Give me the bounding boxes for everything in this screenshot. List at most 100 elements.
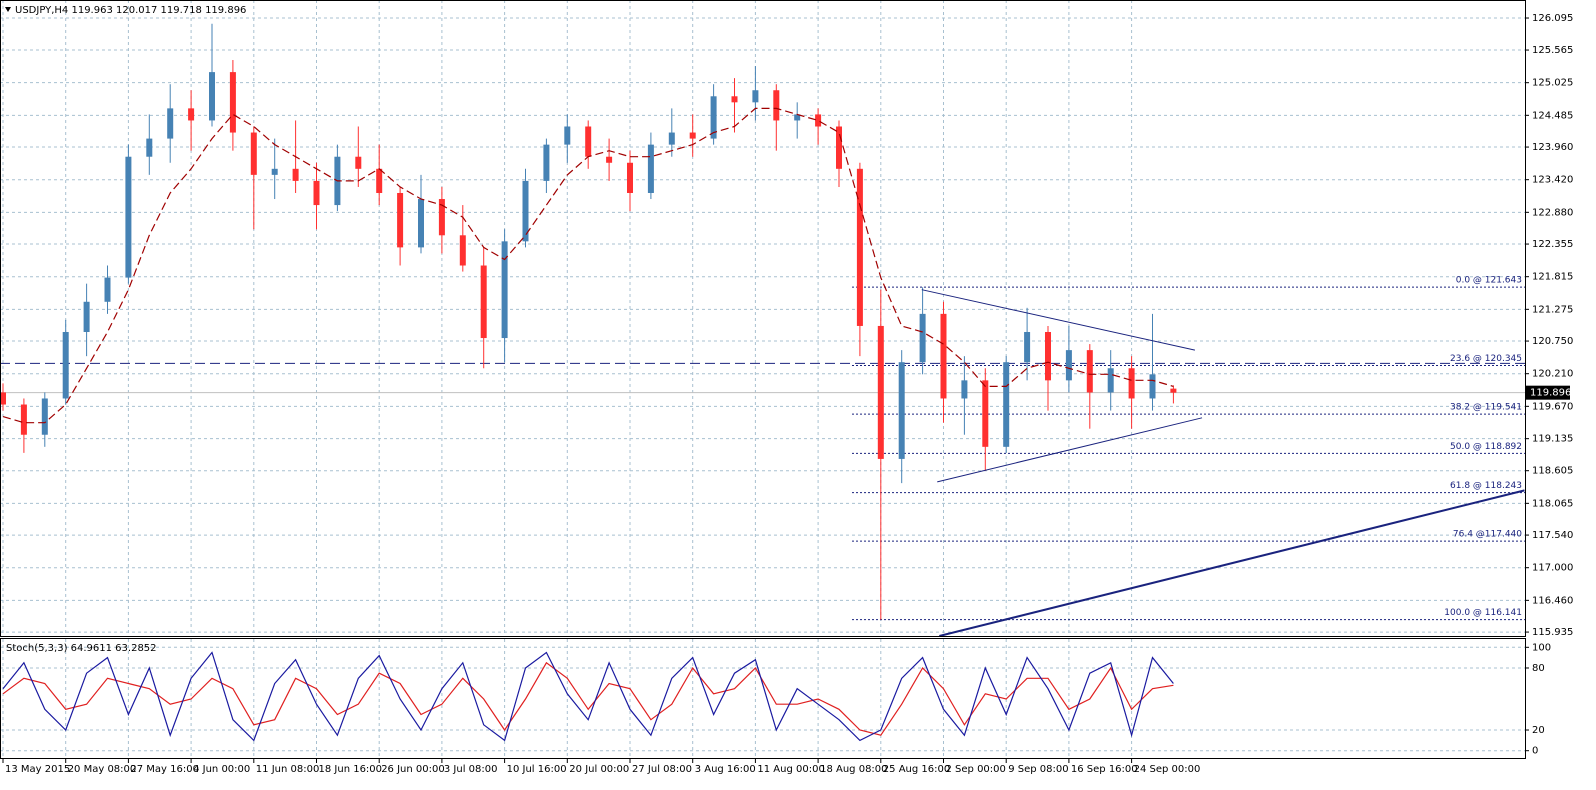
y-tick-label: 119.135 bbox=[1532, 434, 1573, 445]
main-panel-border bbox=[0, 0, 1526, 637]
x-tick-label: 27 May 16:00 bbox=[130, 764, 199, 775]
x-tick-label: 18 Aug 08:00 bbox=[820, 764, 887, 775]
chart-title: USDJPY,H4 119.963 120.017 119.718 119.89… bbox=[15, 5, 246, 16]
y-tick-label: 119.670 bbox=[1532, 401, 1573, 412]
last-price-box bbox=[1526, 385, 1570, 400]
candle-body bbox=[1170, 388, 1177, 393]
candle-body bbox=[438, 199, 445, 236]
candle-body bbox=[355, 156, 362, 169]
candle-body bbox=[919, 313, 926, 363]
y-tick-label: 116.460 bbox=[1532, 595, 1573, 606]
candle-body bbox=[815, 114, 822, 127]
x-tick-label: 26 Jun 00:00 bbox=[381, 764, 445, 775]
stoch-title: Stoch(5,3,3) 64.9611 63.2852 bbox=[6, 643, 157, 654]
y-tick-label: 117.540 bbox=[1532, 530, 1573, 541]
candle-body bbox=[585, 126, 592, 157]
fib-label: 61.8 @ 118.243 bbox=[1450, 481, 1522, 491]
candle-body bbox=[961, 380, 968, 399]
candle-body bbox=[898, 362, 905, 459]
y-tick-label: 125.565 bbox=[1532, 45, 1573, 56]
stoch-main bbox=[2, 651, 1174, 742]
y-tick-label: 115.935 bbox=[1532, 627, 1573, 638]
y-tick-label: 122.355 bbox=[1532, 239, 1573, 250]
y-tick-label: 123.960 bbox=[1532, 142, 1573, 153]
candle-body bbox=[731, 96, 738, 103]
fib-label: 38.2 @ 119.541 bbox=[1450, 403, 1522, 413]
fib-label: 50.0 @ 118.892 bbox=[1450, 442, 1522, 452]
x-tick-label: 20 Jul 00:00 bbox=[569, 764, 629, 775]
plot-layer: 0.0 @ 121.643 23.6 @ 120.345 38.2 @ 119.54… bbox=[0, 0, 1525, 758]
trendline bbox=[921, 289, 1196, 351]
trendline bbox=[939, 489, 1525, 637]
candle-body bbox=[710, 96, 717, 139]
stoch-y-tick-label: 20 bbox=[1532, 725, 1545, 736]
menu-icon bbox=[5, 7, 11, 12]
candle-body bbox=[418, 199, 424, 248]
candle-body bbox=[877, 325, 884, 459]
candle-body bbox=[522, 180, 529, 242]
candle-body bbox=[313, 180, 320, 206]
x-tick-label: 3 Aug 16:00 bbox=[695, 764, 756, 775]
stoch-y-tick-label: 100 bbox=[1532, 642, 1551, 653]
candle-body bbox=[1107, 368, 1114, 393]
candle-body bbox=[606, 156, 613, 163]
y-tick-label: 121.275 bbox=[1532, 304, 1573, 315]
candle-body bbox=[229, 72, 236, 133]
candle-body bbox=[1003, 362, 1010, 447]
candle-body bbox=[146, 138, 153, 157]
stoch-signal bbox=[2, 661, 1174, 736]
candle-body bbox=[543, 144, 550, 181]
y-tick-label: 123.420 bbox=[1532, 175, 1573, 186]
x-tick-label: 13 May 2015 bbox=[5, 764, 70, 775]
candle-body bbox=[1128, 368, 1135, 399]
candle-body bbox=[480, 265, 487, 339]
candle-body bbox=[271, 168, 278, 175]
candle-body bbox=[292, 168, 299, 181]
candle-body bbox=[501, 241, 508, 339]
moving-average bbox=[2, 107, 1174, 424]
y-tick-label: 120.750 bbox=[1532, 336, 1573, 347]
candle-body bbox=[0, 392, 6, 405]
stoch-panel-border bbox=[0, 638, 1526, 759]
x-tick-label: 3 Jul 08:00 bbox=[444, 764, 498, 775]
candle-body bbox=[20, 404, 27, 435]
y-tick-label: 122.880 bbox=[1532, 207, 1573, 218]
candle-body bbox=[836, 126, 842, 169]
candle-body bbox=[564, 126, 571, 145]
candle-body bbox=[1065, 350, 1072, 381]
y-tick-label: 117.000 bbox=[1532, 563, 1573, 574]
candle-body bbox=[1086, 350, 1093, 393]
y-tick-label: 118.065 bbox=[1532, 498, 1573, 509]
candle-body bbox=[62, 331, 69, 399]
x-tick-label: 9 Sep 08:00 bbox=[1008, 764, 1068, 775]
candle-body bbox=[459, 235, 466, 266]
candle-body bbox=[627, 162, 633, 193]
candle-body bbox=[982, 380, 989, 447]
candle-body bbox=[940, 313, 947, 399]
candle-body bbox=[1045, 331, 1051, 381]
x-tick-label: 11 Aug 00:00 bbox=[757, 764, 824, 775]
candle-body bbox=[376, 168, 383, 193]
candle-body bbox=[794, 114, 801, 121]
y-tick-label: 121.815 bbox=[1532, 272, 1573, 283]
candle-body bbox=[1024, 331, 1031, 363]
candle-body bbox=[1149, 374, 1156, 399]
x-tick-label: 10 Jul 16:00 bbox=[507, 764, 567, 775]
fib-label: 23.6 @ 120.345 bbox=[1450, 354, 1522, 364]
fib-label: 0.0 @ 121.643 bbox=[1456, 276, 1522, 286]
candle-body bbox=[856, 168, 863, 326]
y-tick-label: 126.095 bbox=[1532, 13, 1573, 24]
last-price-label: 119.896 bbox=[1530, 388, 1571, 399]
y-tick-label: 125.025 bbox=[1532, 78, 1573, 89]
y-tick-label: 120.210 bbox=[1532, 369, 1573, 380]
candle-body bbox=[773, 90, 780, 121]
x-tick-label: 24 Sep 00:00 bbox=[1134, 764, 1201, 775]
candle-body bbox=[209, 72, 215, 121]
x-tick-label: 25 Aug 16:00 bbox=[883, 764, 950, 775]
candle-body bbox=[668, 132, 675, 145]
candle-body bbox=[752, 90, 759, 103]
candle-body bbox=[125, 156, 132, 278]
fib-label: 76.4 @117.440 bbox=[1453, 530, 1522, 540]
x-tick-label: 20 May 08:00 bbox=[68, 764, 137, 775]
